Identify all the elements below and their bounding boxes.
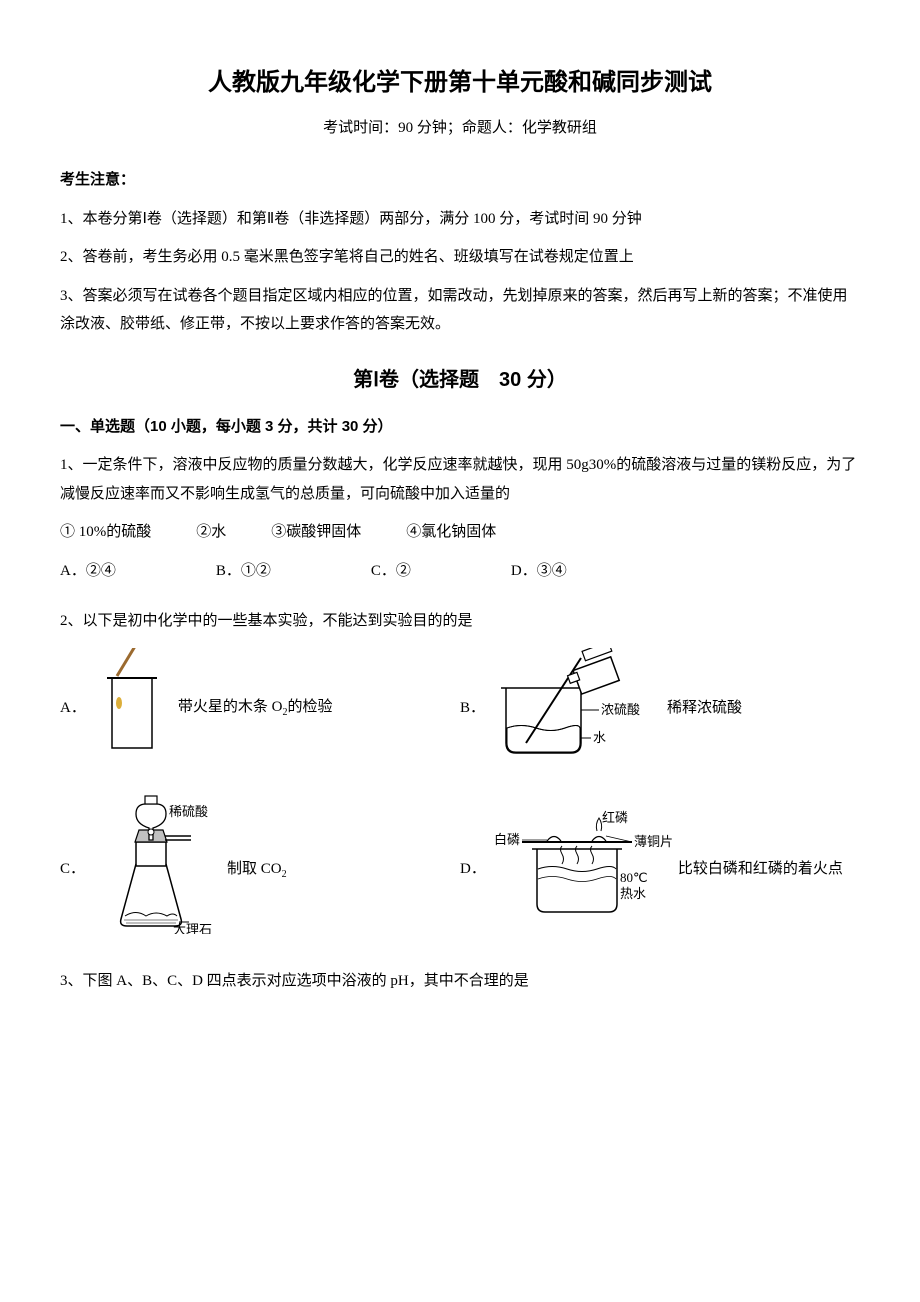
q2-fig-a: A． 带火星的木条 O2的检验 <box>60 648 460 769</box>
part-heading: 第Ⅰ卷（选择题 30 分） <box>60 361 860 399</box>
fig-d-label-temp: 80℃ <box>620 870 648 885</box>
q1-choice-c: C．② <box>371 557 411 586</box>
q1-options-line: ① 10%的硫酸 ②水 ③碳酸钾固体 ④氯化钠固体 <box>60 518 860 547</box>
q1-stem: 1、一定条件下，溶液中反应物的质量分数越大，化学反应速率就越快，现用 50g30… <box>60 451 860 508</box>
q1-choice-d: D．③④ <box>511 557 567 586</box>
fig-b-label1: 浓硫酸 <box>601 702 640 717</box>
q2-stem: 2、以下是初中化学中的一些基本实验，不能达到实验目的的是 <box>60 607 860 636</box>
q1-choice-a: A．②④ <box>60 557 116 586</box>
fig-a-text1: 带火星的木条 <box>178 699 272 715</box>
fig-d-label-water: 热水 <box>620 886 646 901</box>
notice-line: 2、答卷前，考生务必用 0.5 毫米黑色签字笔将自己的姓名、班级填写在试卷规定位… <box>60 243 860 272</box>
q2-fig-b: B． 浓硫酸 水 稀释浓 <box>460 648 860 769</box>
fig-label: C． <box>60 855 85 884</box>
q2-fig-d: D． 白磷 <box>460 794 860 945</box>
fig-b-svg: 浓硫酸 水 <box>491 648 661 769</box>
fig-a-text2: 的检验 <box>287 699 332 715</box>
q1-choices: A．②④ B．①② C．② D．③④ <box>60 557 860 586</box>
fig-d-label-red: 红磷 <box>602 810 628 825</box>
doc-title: 人教版九年级化学下册第十单元酸和碱同步测试 <box>60 60 860 106</box>
fig-c-sub: 2 <box>282 869 287 880</box>
fig-c-svg: 稀硫酸 大理石 <box>91 794 221 945</box>
fig-d-caption: 比较白磷和红磷的着火点 <box>678 855 843 884</box>
fig-b-label2: 水 <box>593 730 606 745</box>
section-heading: 一、单选题（10 小题，每小题 3 分，共计 30 分） <box>60 413 860 442</box>
fig-label: A． <box>60 694 86 723</box>
fig-d-svg: 白磷 红磷 薄铜片 80℃ 热水 <box>492 804 672 935</box>
fig-label: D． <box>460 855 486 884</box>
q2-figures: A． 带火星的木条 O2的检验 B． <box>60 648 860 945</box>
fig-a-caption: 带火星的木条 O2的检验 <box>178 693 333 722</box>
fig-a-svg <box>92 648 172 769</box>
q2-fig-c: C． 稀硫酸 大理石 <box>60 794 460 945</box>
fig-label: B． <box>460 694 485 723</box>
fig-b-caption: 稀释浓硫酸 <box>667 694 742 723</box>
q3-stem: 3、下图 A、B、C、D 四点表示对应选项中浴液的 pH，其中不合理的是 <box>60 967 860 996</box>
notice-heading: 考生注意： <box>60 166 860 195</box>
fig-d-label-plate: 薄铜片 <box>634 834 672 849</box>
notice-line: 1、本卷分第Ⅰ卷（选择题）和第Ⅱ卷（非选择题）两部分，满分 100 分，考试时间… <box>60 205 860 234</box>
q1-choice-b: B．①② <box>216 557 271 586</box>
doc-subtitle: 考试时间：90 分钟；命题人：化学教研组 <box>60 114 860 143</box>
fig-c-label1: 稀硫酸 <box>169 804 208 819</box>
fig-c-text: 制取 CO <box>227 861 282 877</box>
fig-c-label2: 大理石 <box>173 922 212 934</box>
fig-a-o2: O <box>272 699 283 715</box>
fig-d-label-white: 白磷 <box>494 832 520 847</box>
fig-c-caption: 制取 CO2 <box>227 855 287 884</box>
notice-line: 3、答案必须写在试卷各个题目指定区域内相应的位置，如需改动，先划掉原来的答案，然… <box>60 282 860 339</box>
